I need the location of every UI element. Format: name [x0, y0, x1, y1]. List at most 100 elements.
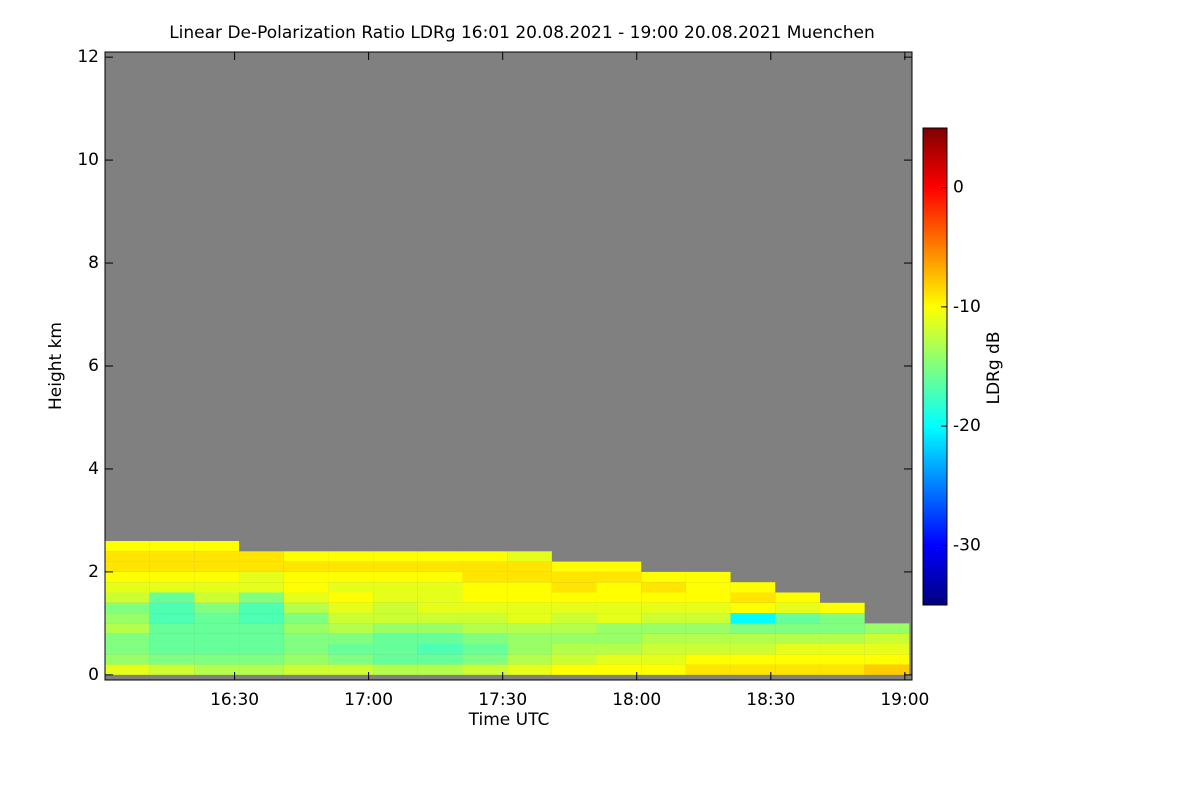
heatmap-cell — [105, 561, 150, 572]
heatmap-cell — [730, 582, 776, 593]
heatmap-cell — [775, 592, 820, 603]
heatmap-cell — [149, 561, 195, 572]
y-axis-label: Height km — [46, 322, 66, 410]
heatmap-cell — [507, 582, 552, 593]
heatmap-cell — [239, 633, 284, 644]
heatmap-cell — [328, 571, 374, 583]
heatmap-cell — [417, 633, 463, 644]
heatmap-cell — [105, 541, 150, 552]
heatmap-cell — [775, 643, 820, 655]
y-tick-label: 12 — [77, 47, 99, 67]
heatmap-cell — [596, 602, 642, 614]
heatmap-cell — [730, 643, 776, 655]
heatmap-cell — [462, 571, 508, 583]
heatmap-cell — [283, 561, 329, 572]
colorbar-tick-label: -30 — [953, 535, 981, 555]
heatmap-cell — [328, 551, 374, 562]
heatmap-cell — [105, 623, 150, 634]
heatmap-cell — [239, 664, 284, 675]
heatmap-cell — [730, 602, 776, 614]
heatmap-cell — [596, 561, 642, 572]
heatmap-cell — [417, 654, 463, 665]
heatmap-cell — [417, 551, 463, 562]
heatmap-cell — [105, 551, 150, 562]
heatmap-cell — [373, 623, 418, 634]
heatmap-cell — [507, 561, 552, 572]
heatmap-cell — [328, 602, 374, 614]
heatmap-cell — [417, 613, 463, 624]
heatmap-cell — [373, 613, 418, 624]
heatmap-cell — [641, 592, 686, 603]
heatmap-cell — [194, 592, 240, 603]
x-tick-label: 17:30 — [478, 690, 527, 710]
heatmap-cell — [641, 643, 686, 655]
heatmap-cell — [417, 561, 463, 572]
heatmap-cell — [462, 551, 508, 562]
heatmap-cell — [551, 592, 597, 603]
heatmap-cell — [596, 654, 642, 665]
x-tick-label: 18:30 — [746, 690, 795, 710]
heatmap-cell — [105, 571, 150, 583]
heatmap-cell — [596, 613, 642, 624]
heatmap-cell — [507, 643, 552, 655]
heatmap-cell — [462, 613, 508, 624]
heatmap-cell — [819, 664, 865, 675]
heatmap-cell — [149, 551, 195, 562]
heatmap-cell — [507, 571, 552, 583]
heatmap-cell — [551, 633, 597, 644]
heatmap-cell — [596, 664, 642, 675]
heatmap-cell — [283, 664, 329, 675]
heatmap-cell — [105, 602, 150, 614]
heatmap-cell — [283, 571, 329, 583]
heatmap-cell — [641, 613, 686, 624]
x-tick-label: 16:30 — [210, 690, 259, 710]
heatmap-cell — [462, 592, 508, 603]
heatmap-cell — [641, 571, 686, 583]
heatmap-cell — [328, 643, 374, 655]
heatmap-cell — [283, 582, 329, 593]
heatmap-cell — [328, 561, 374, 572]
heatmap-cell — [507, 664, 552, 675]
heatmap-cell — [105, 633, 150, 644]
heatmap-cell — [239, 623, 284, 634]
heatmap-cell — [507, 602, 552, 614]
heatmap-cell — [685, 602, 731, 614]
heatmap-cell — [685, 582, 731, 593]
heatmap-cell — [239, 602, 284, 614]
heatmap-cell — [685, 613, 731, 624]
heatmap-cell — [641, 582, 686, 593]
heatmap-cell — [819, 613, 865, 624]
heatmap-cell — [775, 623, 820, 634]
heatmap-cell — [551, 602, 597, 614]
heatmap-cell — [685, 623, 731, 634]
heatmap-cell — [819, 643, 865, 655]
heatmap-cell — [507, 654, 552, 665]
y-tick-label: 8 — [88, 253, 99, 273]
heatmap-cell — [462, 654, 508, 665]
heatmap-cell — [194, 571, 240, 583]
heatmap-cell — [819, 602, 865, 614]
heatmap-cell — [105, 582, 150, 593]
heatmap-cell — [283, 602, 329, 614]
heatmap-cell — [730, 654, 776, 665]
heatmap-cell — [149, 571, 195, 583]
heatmap-cell — [239, 551, 284, 562]
heatmap-cell — [685, 571, 731, 583]
heatmap-cell — [373, 633, 418, 644]
heatmap-cell — [641, 602, 686, 614]
heatmap-cell — [373, 643, 418, 655]
x-tick-label: 18:00 — [612, 690, 661, 710]
heatmap — [105, 541, 910, 675]
heatmap-cell — [105, 664, 150, 675]
heatmap-cell — [596, 571, 642, 583]
heatmap-cell — [730, 664, 776, 675]
heatmap-cell — [596, 633, 642, 644]
heatmap-cell — [283, 551, 329, 562]
heatmap-cell — [149, 613, 195, 624]
heatmap-cell — [507, 592, 552, 603]
heatmap-cell — [819, 623, 865, 634]
heatmap-cell — [149, 664, 195, 675]
heatmap-cell — [641, 664, 686, 675]
heatmap-cell — [685, 592, 731, 603]
